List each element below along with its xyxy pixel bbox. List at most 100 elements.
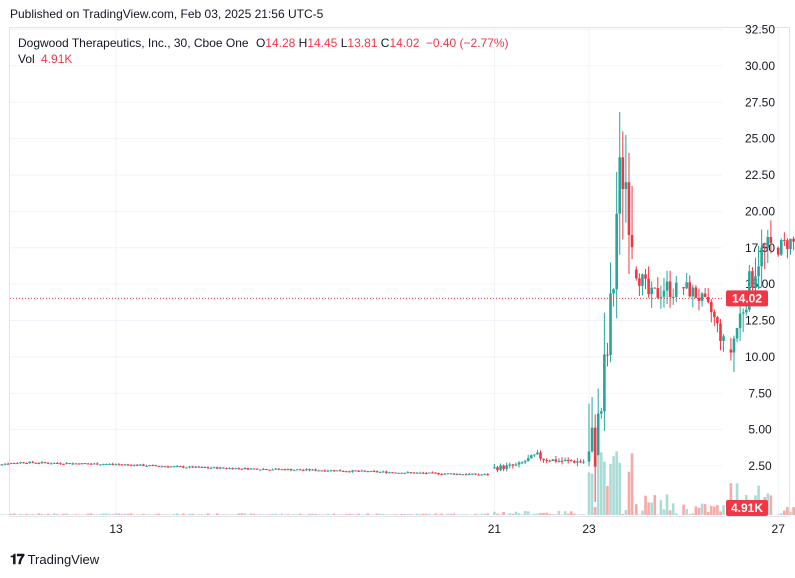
volume-bar [338, 514, 342, 515]
volume-bar [151, 514, 154, 515]
volume-bar [197, 514, 201, 515]
candle-body [738, 313, 742, 329]
volume-bar [188, 513, 191, 515]
candle-body [786, 240, 789, 250]
footer-brand[interactable]: 𝟏𝟕 TradingView [10, 551, 99, 568]
candle-body [691, 287, 695, 297]
candle-body [471, 473, 474, 475]
volume-bar [514, 511, 518, 515]
candle-body [403, 472, 407, 474]
volume-bar [523, 510, 527, 515]
candle-body [415, 472, 419, 474]
volume-bar [554, 514, 558, 515]
candle-body [760, 247, 763, 267]
y-tick-label: 12.50 [745, 314, 775, 328]
candle-body [716, 317, 719, 324]
volume-bar [206, 513, 210, 515]
candle-body [593, 427, 597, 467]
candle-body [255, 468, 259, 470]
candle-body [157, 465, 161, 467]
candle-body [682, 287, 685, 289]
candle-body [99, 464, 102, 466]
volume-bar [455, 514, 459, 515]
volume-bar [615, 451, 618, 515]
candle-body [326, 470, 330, 472]
volume-bar [618, 462, 622, 515]
candle-body [277, 468, 281, 470]
volume-bar [262, 514, 265, 515]
candle-body [37, 463, 41, 465]
candle-body [569, 460, 573, 462]
volume-bar [424, 513, 428, 515]
volume-bar [624, 509, 628, 515]
candle-body [554, 459, 558, 462]
candle-body [412, 472, 416, 474]
volume-bar [246, 514, 250, 515]
candle-body [671, 296, 675, 298]
volume-bar [265, 514, 268, 515]
candle-body [77, 463, 81, 465]
volume-bar [274, 513, 277, 515]
volume-bar [539, 512, 542, 515]
candle-body [590, 427, 594, 452]
chart-frame[interactable] [9, 27, 790, 517]
candle-body [302, 469, 305, 471]
candle-body [409, 472, 413, 474]
candle-body [665, 281, 669, 291]
volume-bar [317, 514, 320, 515]
candle-body [630, 235, 634, 248]
volume-bar [49, 514, 53, 515]
candle-body [779, 239, 783, 255]
volume-bar [139, 514, 142, 515]
candle-body [618, 157, 622, 214]
volume-bar [458, 514, 462, 515]
candle-body [13, 463, 16, 465]
volume-bar [369, 514, 373, 515]
volume-bar [468, 514, 471, 515]
candle-body [80, 463, 84, 465]
candle-body [644, 274, 647, 279]
candles-group [0, 112, 795, 516]
volume-bar [332, 513, 336, 515]
volume-bar [635, 504, 638, 515]
volume-bar [172, 513, 176, 515]
volume-bar [700, 503, 704, 515]
candle-body [369, 470, 373, 472]
volume-bar [354, 514, 357, 515]
volume-bar [225, 514, 228, 515]
legend-change: −0.40 (−2.77%) [425, 36, 509, 50]
candle-body [437, 472, 440, 475]
candle-body [536, 452, 539, 455]
volume-bar [292, 514, 296, 515]
volume-bar [400, 513, 403, 515]
candle-body [120, 464, 124, 466]
volume-bar [80, 514, 84, 515]
candle-body [431, 472, 434, 474]
candle-body [151, 465, 154, 467]
volume-bar [668, 510, 672, 515]
candle-body [172, 466, 176, 468]
candle-body [517, 462, 521, 465]
volume-bar [579, 514, 582, 515]
candle-body [766, 236, 770, 248]
volume-bar [656, 514, 660, 515]
candle-body [576, 461, 579, 463]
candle-body [455, 473, 459, 475]
candle-body [89, 463, 93, 465]
volume-bar [671, 503, 675, 515]
volume-bar [13, 513, 16, 515]
y-tick-label: 32.50 [745, 23, 775, 37]
candle-body [511, 464, 515, 466]
volume-bar [40, 513, 44, 515]
volume-bar [545, 512, 548, 515]
y-tick-label: 2.50 [748, 459, 772, 473]
candle-body [243, 468, 247, 470]
candle-body [394, 472, 397, 474]
candle-body [496, 467, 499, 471]
volume-bar [372, 514, 376, 515]
candle-body [262, 468, 265, 470]
volume-bar [19, 513, 22, 515]
candle-body [615, 213, 618, 290]
volume-bar [268, 514, 271, 515]
